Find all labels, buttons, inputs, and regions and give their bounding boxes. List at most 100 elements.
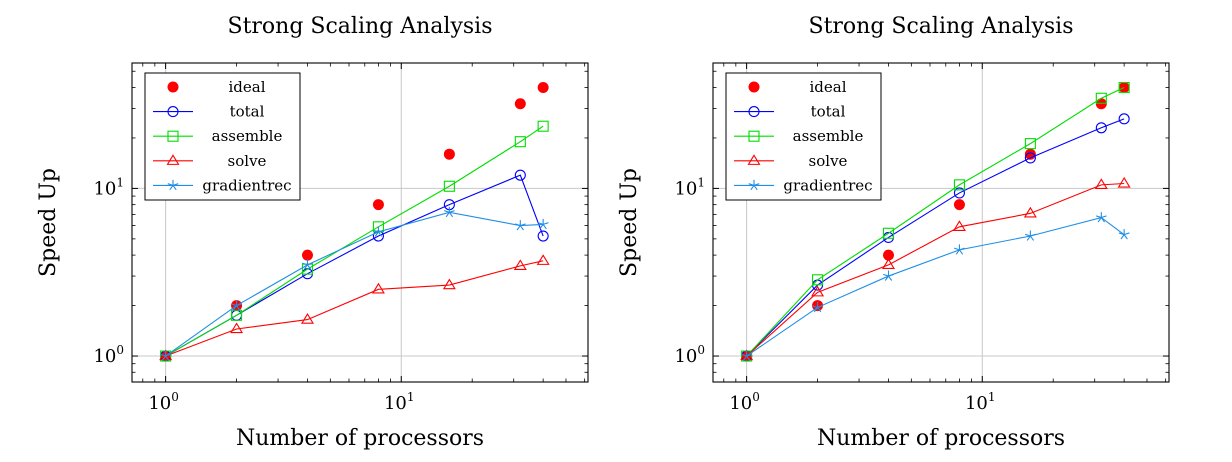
data-point-assemble bbox=[1095, 92, 1107, 104]
chart-panel-1: 100 101 100 101 Strong Scaling Analysis Numbe… bbox=[36, 14, 589, 451]
y-tick-label: 100 bbox=[93, 343, 124, 367]
plot-frame bbox=[131, 62, 589, 383]
data-point-assemble bbox=[514, 136, 526, 148]
data-point-total bbox=[1095, 122, 1107, 134]
data-point-ideal bbox=[514, 98, 526, 110]
legend-item-assemble: assemble bbox=[153, 127, 282, 145]
y-axis-label: Speed Up bbox=[617, 168, 642, 277]
x-tick-label: 100 bbox=[148, 390, 179, 414]
data-point-ideal bbox=[443, 148, 455, 160]
legend-item-ideal: ideal bbox=[748, 78, 847, 96]
series-line-solve bbox=[165, 260, 544, 357]
data-point-gradientrec bbox=[443, 206, 455, 218]
y-tick-label: 101 bbox=[93, 175, 124, 199]
legend: ideal total assemble solve gradientrec bbox=[725, 72, 882, 201]
data-point-ideal bbox=[953, 199, 965, 211]
data-point-gradientrec bbox=[741, 350, 753, 361]
legend-marker bbox=[748, 179, 760, 191]
legend-marker bbox=[166, 154, 180, 165]
legend-marker bbox=[747, 154, 761, 165]
data-point-assemble bbox=[953, 179, 965, 191]
data-point-assemble bbox=[231, 309, 243, 321]
series-line-total bbox=[165, 174, 544, 357]
legend-marker bbox=[748, 81, 760, 93]
legend-item-total: total bbox=[153, 103, 265, 121]
data-point-gradientrec bbox=[514, 220, 526, 231]
legend-label: ideal bbox=[809, 78, 846, 96]
data-point-solve bbox=[536, 254, 550, 265]
data-point-total bbox=[1024, 152, 1036, 164]
legend-label: total bbox=[230, 103, 265, 121]
data-point-ideal bbox=[882, 249, 894, 261]
data-point-solve bbox=[442, 278, 456, 290]
legend-label: gradientrec bbox=[202, 176, 291, 194]
data-point-gradientrec bbox=[537, 218, 549, 230]
data-point-total bbox=[514, 169, 526, 181]
legend-item-solve: solve bbox=[153, 152, 267, 170]
data-point-solve bbox=[1117, 176, 1131, 188]
data-point-gradientrec bbox=[302, 259, 313, 270]
legend-marker bbox=[748, 130, 760, 142]
data-point-gradientrec bbox=[883, 270, 894, 281]
legend-marker bbox=[167, 106, 179, 118]
legend: ideal total assemble solve gradientrec bbox=[144, 72, 301, 201]
data-point-gradientrec bbox=[954, 244, 965, 255]
data-point-solve bbox=[513, 259, 527, 271]
data-point-gradientrec bbox=[1118, 229, 1130, 240]
data-point-solve bbox=[230, 322, 244, 334]
y-tick-label: 100 bbox=[674, 343, 705, 367]
legend-marker bbox=[748, 106, 760, 118]
data-point-total bbox=[537, 230, 549, 242]
x-tick-label: 100 bbox=[729, 390, 760, 414]
data-point-solve bbox=[1023, 206, 1037, 218]
series-solve bbox=[159, 254, 550, 361]
series-line-solve bbox=[746, 182, 1125, 357]
data-point-gradientrec bbox=[373, 226, 384, 237]
legend-label: solve bbox=[228, 152, 267, 170]
data-point-gradientrec bbox=[812, 301, 823, 313]
data-point-total bbox=[1118, 113, 1130, 125]
data-point-ideal bbox=[301, 249, 313, 261]
plot-frame bbox=[712, 62, 1170, 383]
data-point-gradientrec bbox=[231, 300, 242, 311]
legend-label: assemble bbox=[793, 127, 864, 145]
y-tick-label: 101 bbox=[674, 175, 705, 199]
data-point-assemble bbox=[1118, 81, 1130, 94]
data-point-gradientrec bbox=[1024, 230, 1036, 241]
legend-label: total bbox=[811, 103, 846, 121]
data-point-solve bbox=[811, 285, 825, 297]
series-solve bbox=[740, 176, 1131, 361]
legend-label: ideal bbox=[228, 78, 265, 96]
series-assemble bbox=[741, 81, 1130, 362]
legend-item-gradientrec: gradientrec bbox=[153, 176, 292, 194]
series-gradientrec bbox=[160, 206, 549, 361]
x-tick-label: 101 bbox=[965, 390, 996, 414]
data-point-ideal bbox=[537, 81, 549, 93]
data-point-gradientrec bbox=[1095, 212, 1107, 223]
chart-title: Strong Scaling Analysis bbox=[228, 14, 493, 39]
y-axis-label: Speed Up bbox=[36, 168, 61, 277]
x-axis-label: Number of processors bbox=[236, 426, 484, 451]
legend-item-gradientrec: gradientrec bbox=[734, 176, 873, 194]
data-point-assemble bbox=[882, 227, 895, 239]
data-point-assemble bbox=[537, 120, 549, 132]
x-tick-label: 101 bbox=[384, 390, 415, 414]
data-point-solve bbox=[952, 220, 966, 231]
legend-marker bbox=[167, 130, 179, 142]
chart-panel-2: 100 101 100 101 Strong Scaling Analysis Numbe… bbox=[617, 14, 1170, 451]
legend-marker bbox=[167, 179, 179, 191]
legend-item-solve: solve bbox=[734, 152, 848, 170]
data-point-solve bbox=[882, 258, 895, 269]
chart-title: Strong Scaling Analysis bbox=[809, 14, 1074, 39]
data-point-assemble bbox=[443, 180, 455, 192]
data-point-solve bbox=[301, 313, 314, 324]
legend-item-total: total bbox=[734, 103, 846, 121]
legend-marker bbox=[167, 81, 179, 93]
data-point-assemble bbox=[1024, 138, 1036, 150]
legend-item-assemble: assemble bbox=[734, 127, 863, 145]
legend-label: assemble bbox=[212, 127, 283, 145]
x-axis-label: Number of processors bbox=[817, 426, 1065, 451]
data-point-total bbox=[953, 187, 965, 199]
series-line-gradientrec bbox=[746, 216, 1125, 357]
